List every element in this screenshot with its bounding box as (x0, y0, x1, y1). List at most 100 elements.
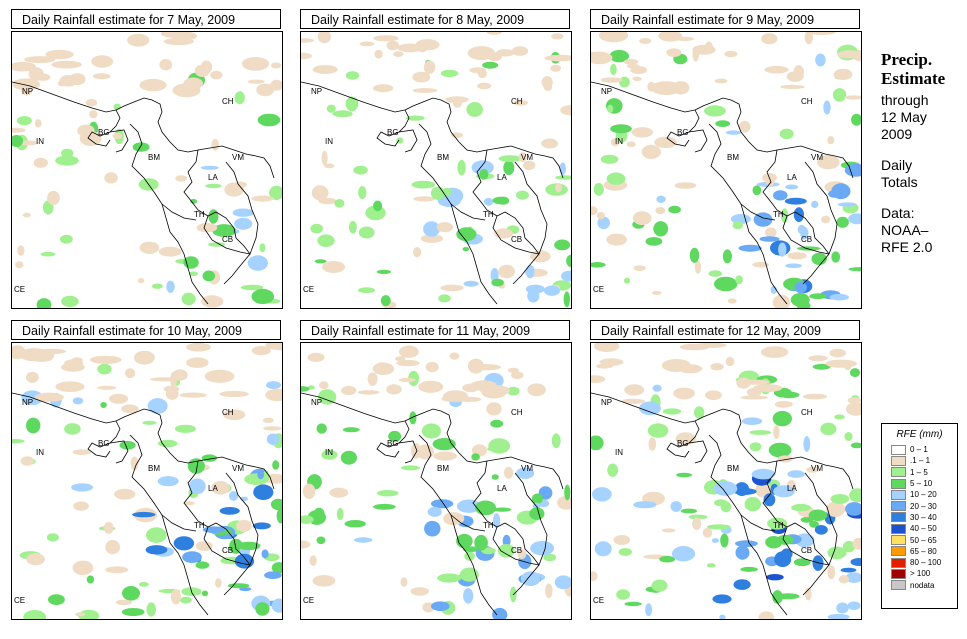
rain-cell (543, 83, 553, 91)
rain-cell (659, 555, 676, 563)
rain-cell (175, 175, 188, 182)
rain-cell (751, 468, 776, 480)
rain-cell (844, 432, 853, 441)
country-border (794, 522, 830, 566)
rain-cell (157, 476, 179, 487)
rain-cell (847, 601, 861, 610)
country-label: CE (303, 285, 314, 294)
rain-cell (778, 242, 787, 257)
rain-cell (486, 402, 502, 416)
rain-cell (200, 165, 219, 170)
legend-swatch (891, 489, 906, 500)
legend-label: 30 – 40 (910, 512, 937, 522)
rain-cell (181, 292, 196, 306)
legend-swatch (891, 455, 906, 466)
rain-cell (838, 575, 850, 584)
rain-cell (459, 567, 479, 582)
rain-cell (803, 436, 811, 452)
rain-cell (770, 285, 777, 294)
rain-cell (159, 59, 173, 71)
rain-cell (398, 377, 416, 383)
rain-cell (34, 119, 42, 128)
rain-cell (202, 270, 216, 282)
rain-cell (427, 506, 442, 517)
rain-cell (496, 196, 510, 205)
country-label: TH (194, 521, 205, 530)
rain-cell (208, 242, 226, 247)
rain-cell (463, 588, 474, 604)
country-border (450, 203, 486, 221)
rain-cell (388, 430, 402, 442)
rain-cell (639, 38, 652, 44)
country-label: BG (387, 128, 399, 137)
rain-cell (706, 563, 716, 568)
country-border (458, 231, 498, 305)
rain-cell (166, 280, 175, 293)
rain-cell (618, 548, 632, 556)
rain-cell (208, 209, 219, 224)
rain-cell (61, 148, 74, 158)
rain-cell (196, 223, 218, 233)
country-border (87, 420, 121, 458)
rain-cell (725, 356, 735, 367)
rain-cell (386, 384, 402, 395)
rain-cell (808, 355, 828, 362)
legend-swatch (891, 557, 906, 568)
country-label: CE (14, 285, 25, 294)
map-panel-10-may: Daily Rainfall estimate for 10 May, 2009… (11, 320, 283, 620)
rain-cell (714, 78, 728, 84)
legend-item: 1 – 5 (891, 467, 957, 478)
rain-cell (599, 358, 624, 366)
rain-cell (223, 409, 246, 421)
country-border (197, 456, 257, 468)
legend-label: 50 – 65 (910, 535, 937, 545)
rain-cell (211, 481, 230, 495)
rain-cell (845, 402, 861, 416)
rain-cell (780, 208, 789, 223)
rain-cell (321, 449, 338, 460)
side-daily: Totals (881, 174, 918, 190)
country-border (544, 155, 564, 179)
country-border (748, 542, 788, 616)
rain-cell (471, 453, 480, 461)
rain-cell (766, 574, 784, 581)
rain-cell (255, 602, 270, 616)
map-panel-8-may: Daily Rainfall estimate for 8 May, 2009 … (300, 9, 572, 309)
rain-cell (530, 541, 555, 556)
rain-cell (639, 401, 661, 416)
country-border (688, 129, 708, 153)
rain-cell (713, 481, 738, 496)
rain-cell (647, 81, 656, 92)
rain-cell (124, 368, 136, 379)
rain-cell (397, 43, 423, 53)
rain-cell (609, 49, 629, 63)
rain-cell (738, 244, 762, 252)
rain-cell (845, 572, 861, 583)
rain-cell (210, 70, 223, 80)
country-label: TH (194, 210, 205, 219)
rain-cell (525, 265, 535, 279)
rain-cell (749, 430, 772, 435)
rain-cell (829, 293, 849, 301)
rain-cell (805, 587, 812, 601)
rain-cell (433, 451, 457, 461)
rain-cell (600, 77, 623, 83)
rain-cell (675, 36, 695, 41)
rain-cell (228, 491, 239, 501)
rain-cell (71, 483, 94, 492)
rain-cell (610, 63, 617, 76)
country-label: CE (14, 596, 25, 605)
rain-cell (317, 234, 335, 247)
rain-cell (694, 260, 702, 274)
country-label: BG (677, 439, 689, 448)
rain-cell (796, 246, 821, 251)
rain-cell (251, 288, 275, 305)
rain-cell (827, 136, 835, 145)
rain-cell (251, 346, 271, 356)
rain-cell (619, 76, 630, 88)
rain-cell (466, 102, 483, 117)
country-border (109, 440, 129, 464)
panel-title: Daily Rainfall estimate for 10 May, 2009 (11, 320, 281, 340)
legend-swatch (891, 512, 906, 523)
country-label: CH (801, 408, 813, 417)
